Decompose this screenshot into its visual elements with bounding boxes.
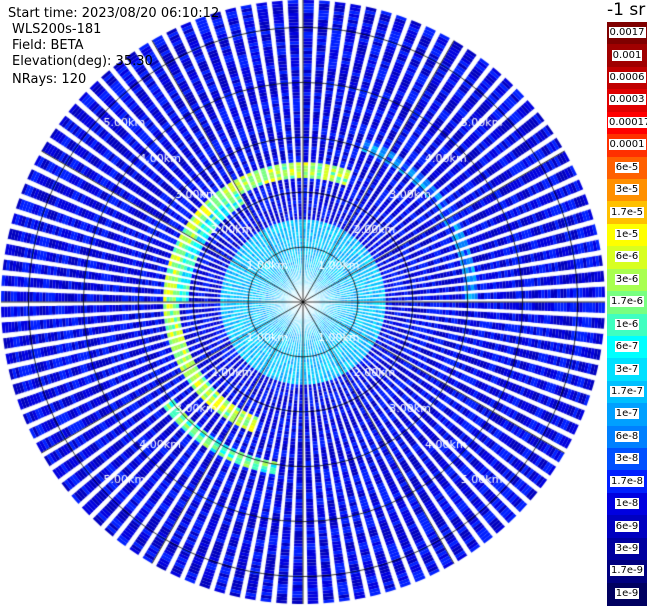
colorbar-tick-label: 1e-7 — [614, 408, 640, 420]
colorbar-tick-label: 3e-6 — [614, 273, 640, 285]
colorbar-tick-label: 3e-8 — [614, 453, 640, 465]
colorbar: 0.0017 0.001 0.0006 0.0003 0.00017 0.0001 6e-5… — [607, 22, 647, 606]
colorbar-tick-label: 0.0017 — [608, 27, 646, 39]
device-label: WLS200s-181 — [12, 22, 102, 37]
colorbar-tick-label: 6e-5 — [614, 161, 640, 173]
colorbar-tick-label: 1e-5 — [614, 229, 640, 241]
colorbar-tick-label: 6e-9 — [614, 520, 640, 532]
colorbar-tick-label: 3e-7 — [614, 363, 640, 375]
start-time-label: Start time: 2023/08/20 06:10:12 — [8, 6, 220, 21]
colorbar-tick-label: 6e-6 — [614, 251, 640, 263]
colorbar-tick-label: 0.0006 — [608, 72, 646, 84]
colorbar-tick-label: 3e-9 — [614, 542, 640, 554]
colorbar-tick-label: 1e-8 — [614, 498, 640, 510]
colorbar-unit-label: -1 sr — [607, 0, 646, 20]
colorbar-tick-label: 3e-5 — [614, 184, 640, 196]
colorbar-tick-label: 6e-8 — [614, 430, 640, 442]
colorbar-tick-label: 0.00017 — [608, 116, 647, 129]
colorbar-tick-label: 1.7e-7 — [609, 385, 645, 397]
colorbar-tick-label: 1.7e-6 — [609, 296, 645, 308]
elevation-label: Elevation(deg): 35.30 — [12, 54, 153, 69]
nrays-label: NRays: 120 — [12, 72, 87, 87]
colorbar-tick-label: 1.7e-5 — [609, 206, 645, 218]
colorbar-tick-label: 0.001 — [611, 49, 643, 61]
field-label: Field: BETA — [12, 38, 84, 53]
colorbar-tick-label: 1.7e-8 — [609, 475, 645, 487]
colorbar-tick-label: 6e-7 — [614, 341, 640, 353]
ppi-scan-plot — [0, 0, 607, 607]
colorbar-tick-label: 1e-9 — [614, 587, 640, 599]
colorbar-tick-label: 0.0001 — [608, 139, 646, 151]
colorbar-tick-label: 0.0003 — [608, 94, 646, 106]
colorbar-tick-label: 1.7e-9 — [609, 565, 645, 577]
colorbar-tick-label: 1e-6 — [614, 318, 640, 330]
